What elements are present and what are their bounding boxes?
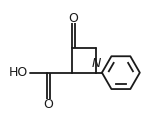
Text: O: O (44, 98, 53, 111)
Text: N: N (92, 57, 101, 70)
Text: O: O (68, 12, 78, 25)
Text: HO: HO (9, 66, 28, 79)
